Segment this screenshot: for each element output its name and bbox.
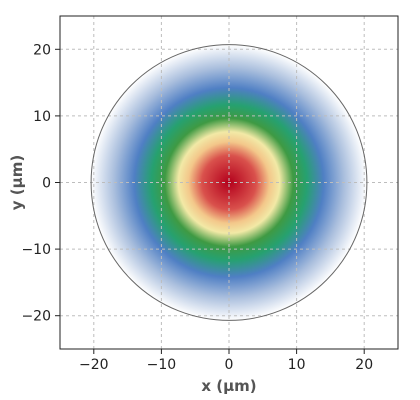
- x-tick-label: 0: [225, 357, 234, 373]
- aperture-circle: [90, 44, 368, 321]
- x-tick-label: −10: [147, 357, 177, 373]
- grid-lines: [60, 16, 398, 349]
- x-tick-label: −20: [79, 357, 109, 373]
- x-tick-label: 10: [288, 357, 306, 373]
- y-tick-label: 0: [42, 176, 51, 192]
- y-tick-label: −20: [21, 309, 51, 325]
- axis-ticks: −20 −10 0 10 20 −20 −10 0 10 20: [21, 42, 373, 373]
- y-tick-label: 20: [33, 42, 51, 58]
- y-tick-label: −10: [21, 242, 51, 258]
- y-axis-label: y (µm): [8, 155, 26, 210]
- x-axis-label: x (µm): [201, 377, 256, 395]
- x-tick-label: 20: [355, 357, 373, 373]
- y-tick-label: 10: [33, 109, 51, 125]
